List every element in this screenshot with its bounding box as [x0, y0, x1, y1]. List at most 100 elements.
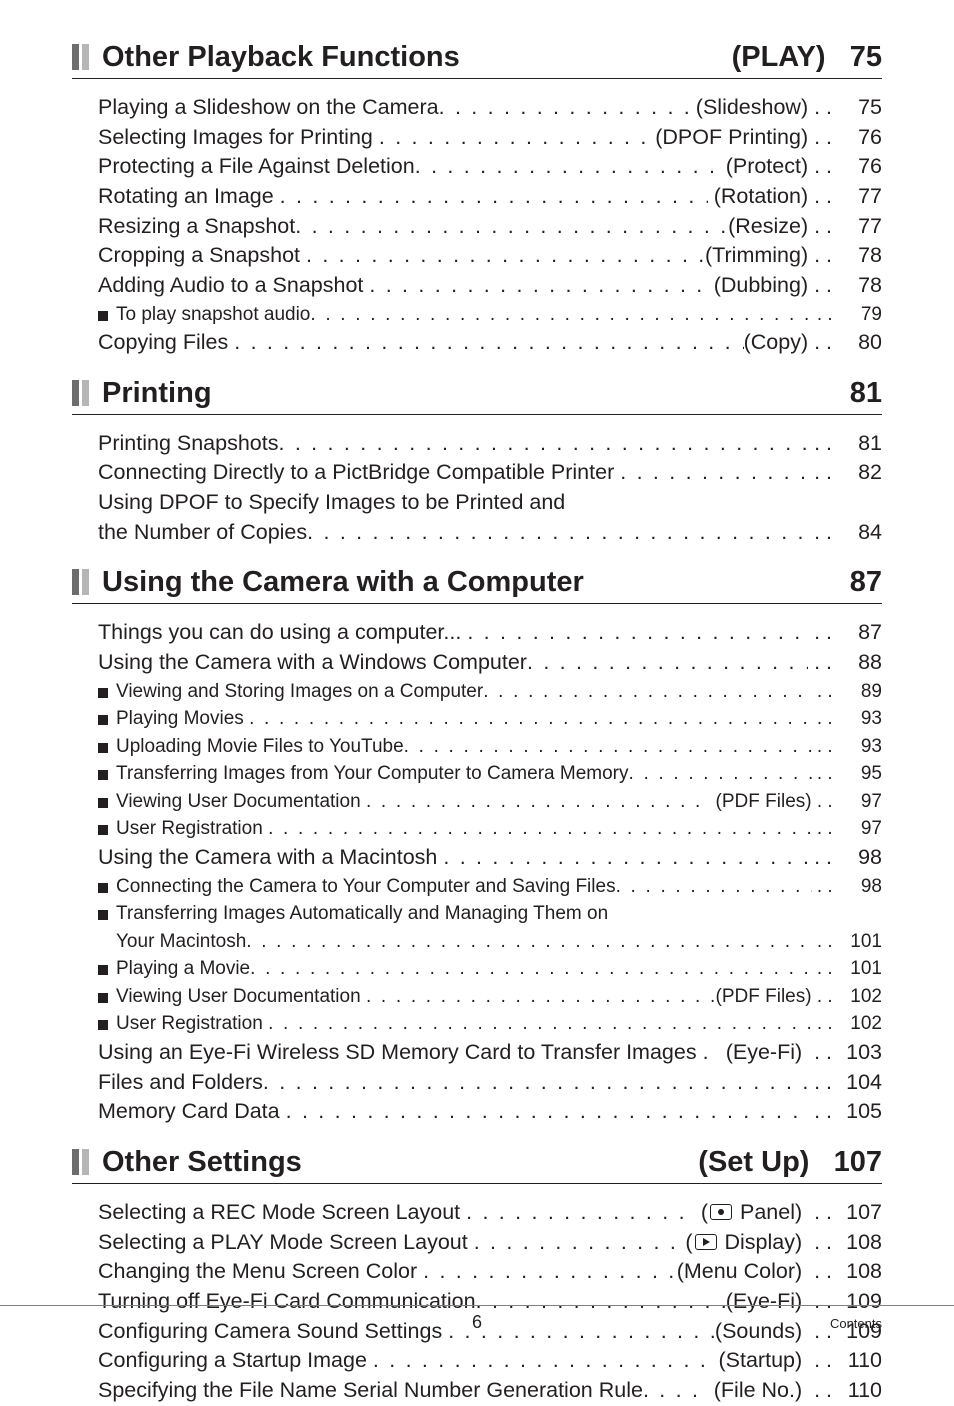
toc-page: 77 [838, 212, 882, 242]
toc-entry: User Registration . . 102 [98, 1010, 882, 1038]
toc-leader-end: . . [808, 328, 838, 358]
toc-entry: Your Macintosh . . 101 [98, 928, 882, 956]
toc-label: Configuring a Startup Image [98, 1346, 373, 1376]
toc-page: 107 [838, 1198, 882, 1228]
toc-label: Files and Folders [98, 1068, 263, 1098]
section-page: (PLAY) 75 [732, 41, 882, 74]
toc-entry: Connecting the Camera to Your Computer a… [98, 873, 882, 901]
bullet-icon [98, 965, 108, 975]
toc-leader [310, 301, 811, 329]
toc-leader-end: . . [808, 152, 838, 182]
section-page: (Set Up) 107 [698, 1146, 882, 1179]
toc-entry: Copying Files (Copy) . . 80 [98, 328, 882, 358]
toc-tag: (Trimming) [705, 241, 808, 271]
toc-page: 110 [838, 1346, 882, 1376]
toc-tag: (File No.) [708, 1376, 808, 1406]
toc-page: 88 [838, 648, 882, 678]
toc-page: 77 [838, 182, 882, 212]
section-rule [72, 1183, 882, 1184]
toc-tag: (Rotation) [708, 182, 808, 212]
section-title: Using the Camera with a Computer [102, 566, 850, 599]
toc-leader-end: . . [812, 983, 838, 1011]
toc-leader-end: . . [808, 1038, 838, 1068]
toc-leader-end: . . [808, 843, 838, 873]
toc-leader [527, 648, 808, 678]
toc-tag: (Eye-Fi) [720, 1038, 808, 1068]
toc-entry: Printing Snapshots . . 81 [98, 429, 882, 459]
toc-leader [268, 815, 812, 843]
section-rule [72, 78, 882, 79]
toc-tag: (Copy) [744, 328, 809, 358]
toc-entry: Selecting a PLAY Mode Screen Layout ( Di… [98, 1228, 882, 1258]
toc-label: Viewing User Documentation [116, 983, 366, 1011]
bullet-icon [98, 910, 108, 920]
section-page: 81 [850, 377, 882, 410]
toc-page: 89 [838, 678, 882, 706]
toc-label: Selecting a PLAY Mode Screen Layout [98, 1228, 474, 1258]
toc-label: Using DPOF to Specify Images to be Print… [98, 490, 571, 514]
toc-leader [268, 1010, 812, 1038]
toc-leader [366, 788, 710, 816]
toc-entry: User Registration . . 97 [98, 815, 882, 843]
toc-leader-end: . . [808, 1198, 838, 1228]
toc-page: 95 [838, 760, 882, 788]
toc-entry: Transferring Images Automatically and Ma… [98, 900, 882, 928]
toc-page: 103 [838, 1038, 882, 1068]
toc-leader-end: . . [808, 123, 838, 153]
toc-tag: (Protect) [720, 152, 808, 182]
toc-entry: Connecting Directly to a PictBridge Comp… [98, 458, 882, 488]
toc-entry: Changing the Menu Screen Color (Menu Col… [98, 1257, 882, 1287]
toc-page: 108 [838, 1257, 882, 1287]
section-header: Using the Camera with a Computer87 [72, 565, 882, 599]
toc-leader [295, 212, 728, 242]
toc-entry: Uploading Movie Files to YouTube . . 93 [98, 733, 882, 761]
page-footer: 6Contents [0, 1305, 954, 1333]
bullet-icon [98, 743, 108, 753]
section-header: Other Settings(Set Up) 107 [72, 1145, 882, 1179]
toc-entry: Files and Folders . . 104 [98, 1068, 882, 1098]
bullet-icon [98, 311, 108, 321]
toc-page: 98 [838, 843, 882, 873]
toc-entry: Things you can do using a computer... . … [98, 618, 882, 648]
toc-page: 108 [838, 1228, 882, 1258]
toc-leader-end: . . [812, 955, 838, 983]
toc-leader [443, 843, 808, 873]
toc-page: 102 [838, 983, 882, 1011]
toc-label: Selecting a REC Mode Screen Layout [98, 1198, 466, 1228]
toc-tag: (Menu Color) [677, 1257, 808, 1287]
toc-label: Protecting a File Against Deletion [98, 152, 415, 182]
toc-tag: (PDF Files) [710, 788, 811, 816]
toc-leader [306, 241, 705, 271]
toc-block: Selecting a REC Mode Screen Layout ( Pan… [98, 1198, 882, 1406]
section-header: Other Playback Functions(PLAY) 75 [72, 40, 882, 74]
toc-page: 87 [838, 618, 882, 648]
toc-leader [467, 618, 808, 648]
toc-leader-end: . . [812, 301, 838, 329]
toc-leader-end: . . [812, 705, 838, 733]
toc-label: Playing Movies [116, 705, 249, 733]
toc-leader-end: . . [808, 271, 838, 301]
toc-tag: (Slideshow) [696, 93, 808, 123]
toc-leader [373, 1346, 713, 1376]
toc-leader [250, 955, 811, 983]
bullet-icon [98, 688, 108, 698]
toc-entry: Using an Eye-Fi Wireless SD Memory Card … [98, 1038, 882, 1068]
section-rule [72, 414, 882, 415]
toc-entry: Using the Camera with a Macintosh . . 98 [98, 843, 882, 873]
toc-page: 93 [838, 733, 882, 761]
toc-label: Rotating an Image [98, 182, 280, 212]
toc-entry: To play snapshot audio . . 79 [98, 301, 882, 329]
toc-leader-end: . . [812, 928, 838, 956]
toc-leader-end: . . [812, 1010, 838, 1038]
bullet-icon [98, 1020, 108, 1030]
toc-label: Transferring Images Automatically and Ma… [116, 900, 613, 928]
bullet-icon [98, 715, 108, 725]
section-title: Other Settings [102, 1146, 698, 1179]
toc-page: 80 [838, 328, 882, 358]
toc-label: Using an Eye-Fi Wireless SD Memory Card … [98, 1038, 703, 1068]
toc-label: Using the Camera with a Macintosh [98, 843, 443, 873]
toc-leader-end: . . [808, 182, 838, 212]
toc-entry: Transferring Images from Your Computer t… [98, 760, 882, 788]
toc-entry: Playing Movies . . 93 [98, 705, 882, 733]
toc-leader [379, 123, 649, 153]
